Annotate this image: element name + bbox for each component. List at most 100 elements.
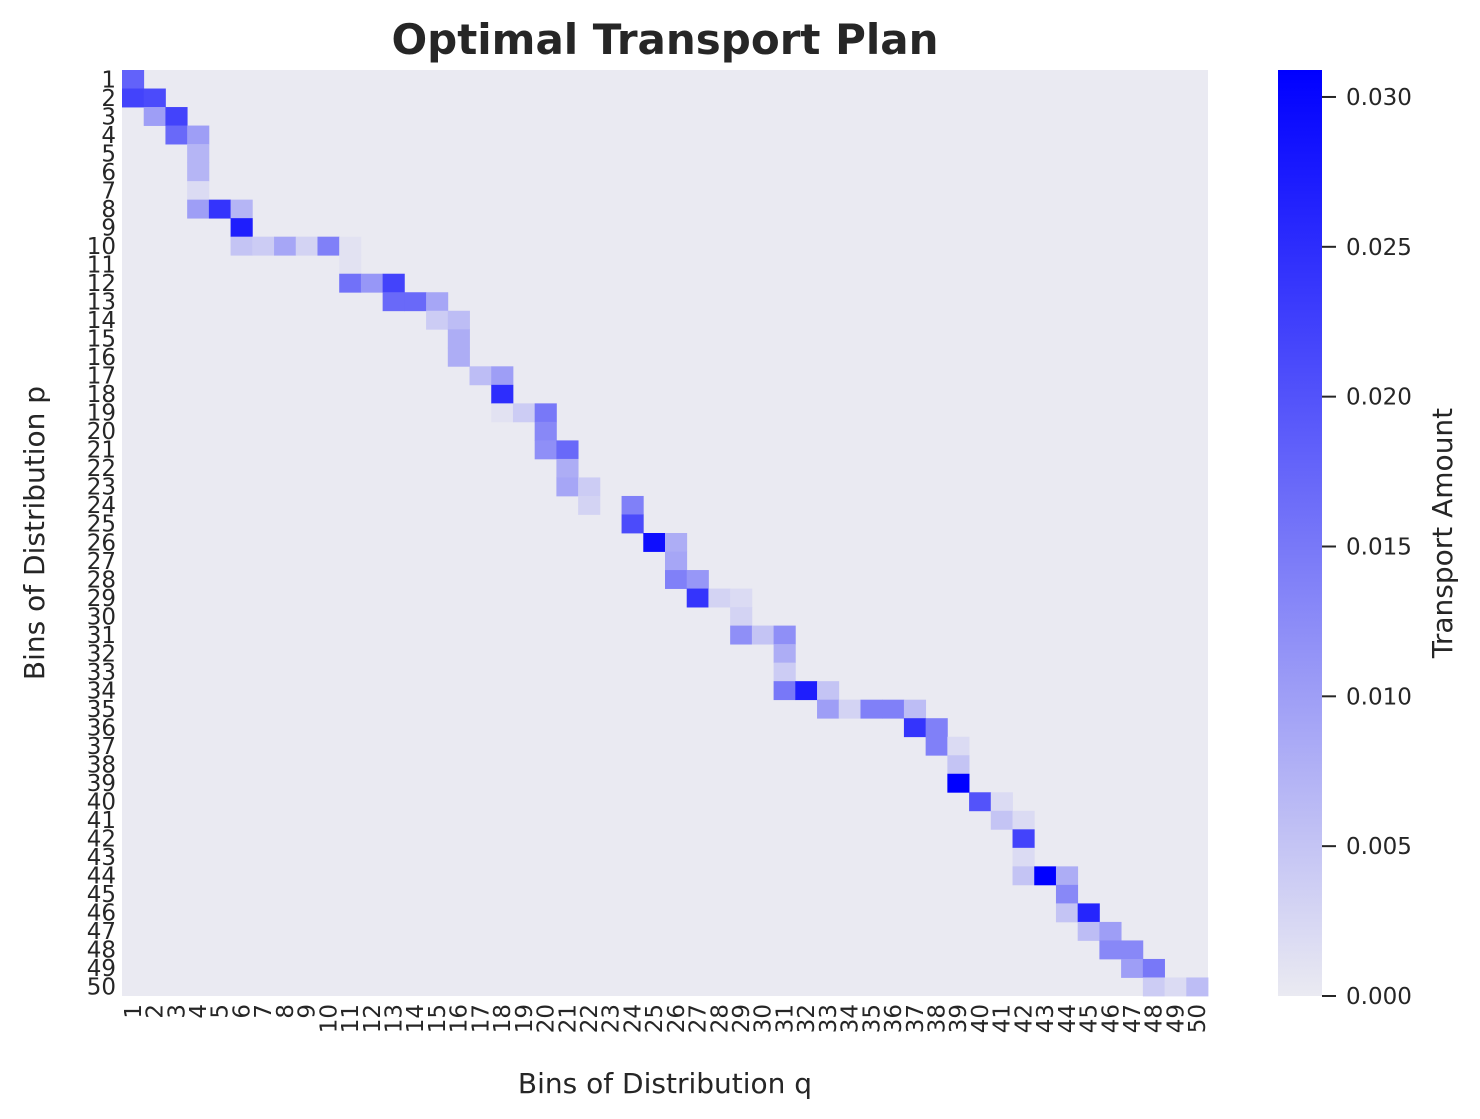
colorbar-tick-label: 0.015	[1346, 534, 1412, 560]
x-tick-label: 32	[794, 1004, 820, 1033]
heatmap-cell	[187, 125, 210, 145]
heatmap-cell	[773, 681, 796, 701]
x-tick-label: 15	[425, 1004, 451, 1033]
x-tick-label: 35	[859, 1004, 885, 1033]
heatmap-cell	[534, 440, 557, 460]
heatmap-cell	[1099, 940, 1122, 960]
colorbar-tick-label: 0.005	[1346, 834, 1412, 860]
heatmap-cell	[665, 533, 688, 552]
heatmap-cell	[1099, 921, 1122, 941]
heatmap-cell	[1142, 958, 1165, 978]
heatmap-cell	[1055, 903, 1079, 923]
x-tick-label: 7	[251, 1004, 277, 1019]
y-tick-label: 41	[87, 808, 116, 834]
heatmap-cell	[491, 366, 514, 386]
x-tick-label: 5	[208, 1004, 234, 1019]
y-tick-label: 33	[87, 660, 116, 686]
x-tick-label: 48	[1142, 1004, 1168, 1033]
x-tick-label: 43	[1033, 1004, 1059, 1033]
x-tick-label: 14	[403, 1004, 429, 1033]
y-tick-label: 48	[87, 938, 116, 964]
y-tick-label: 7	[101, 178, 116, 204]
y-tick-label: 2	[101, 86, 116, 112]
x-tick-label: 12	[360, 1004, 386, 1033]
heatmap-cell	[230, 236, 253, 256]
y-tick-label: 38	[87, 753, 116, 779]
y-tick-label: 26	[87, 530, 116, 556]
x-tick-label: 45	[1077, 1004, 1103, 1033]
x-tick-label: 34	[838, 1004, 864, 1033]
x-tick-label: 10	[316, 1004, 342, 1033]
colorbar-tick-label: 0.030	[1346, 85, 1412, 111]
x-tick-label: 42	[1011, 1004, 1037, 1033]
y-tick-label: 50	[87, 975, 116, 1001]
heatmap-cell	[578, 477, 601, 497]
heatmap-cell	[339, 255, 362, 275]
y-tick-label: 15	[87, 327, 116, 353]
y-tick-label: 30	[87, 604, 116, 630]
x-tick-label: 1	[121, 1004, 147, 1019]
heatmap-cell	[534, 403, 557, 423]
heatmap-cell	[187, 162, 210, 182]
y-tick-label: 28	[87, 567, 116, 593]
heatmap-cell	[947, 755, 970, 775]
y-tick-label: 34	[87, 678, 116, 704]
heatmap-cell	[643, 533, 666, 552]
heatmap-cell	[990, 792, 1013, 812]
heatmap-cell	[686, 570, 709, 589]
heatmap-cell	[903, 699, 927, 719]
heatmap-cell	[1077, 903, 1100, 923]
x-tick-label: 24	[620, 1004, 646, 1033]
x-tick-label: 23	[599, 1004, 625, 1033]
x-tick-label: 26	[664, 1004, 690, 1033]
y-tick-label: 46	[87, 901, 116, 927]
y-tick-label: 12	[87, 271, 116, 297]
heatmap-cell	[447, 310, 470, 330]
heatmap-cell	[447, 329, 470, 349]
x-tick-label: 29	[729, 1004, 755, 1033]
x-tick-label: 25	[642, 1004, 668, 1033]
y-tick-label: 24	[87, 493, 116, 519]
heatmap-cell	[1034, 866, 1057, 886]
heatmap-cell	[534, 421, 557, 441]
y-tick-label: 18	[87, 382, 116, 408]
y-tick-label: 21	[87, 438, 116, 464]
heatmap-cell	[426, 292, 449, 312]
heatmap-cell	[925, 718, 948, 738]
y-tick-label: 8	[101, 197, 116, 223]
heatmap-cell	[230, 199, 253, 219]
heatmap-cell	[426, 310, 449, 330]
x-tick-label: 16	[447, 1004, 473, 1033]
y-axis-label: Bins of Distribution p	[18, 386, 51, 680]
heatmap-cell	[947, 773, 970, 793]
x-tick-label: 8	[273, 1004, 299, 1019]
x-tick-label: 31	[772, 1004, 798, 1033]
heatmap-cell	[730, 607, 753, 626]
heatmap-cell	[773, 644, 796, 664]
heatmap-cells	[122, 70, 1209, 997]
heatmap-cell	[165, 125, 188, 145]
heatmap-cell	[252, 236, 275, 256]
heatmap-cell	[817, 681, 840, 701]
y-tick-label: 13	[87, 290, 116, 316]
x-tick-label: 36	[881, 1004, 907, 1033]
heatmap-cell	[730, 588, 753, 608]
heatmap-cell	[882, 699, 905, 719]
x-tick-label: 19	[512, 1004, 538, 1033]
heatmap-cell	[838, 699, 861, 719]
heatmap-cell	[208, 199, 231, 219]
heatmap-cell	[621, 495, 644, 515]
x-tick-label: 28	[707, 1004, 733, 1033]
y-tick-label: 20	[87, 419, 116, 445]
chart-title: Optimal Transport Plan	[391, 15, 938, 64]
colorbar-label: Transport Amount	[1426, 408, 1459, 659]
y-tick-label: 3	[101, 104, 116, 130]
heatmap-cell	[556, 477, 579, 497]
heatmap-cell	[578, 495, 601, 515]
y-tick-label: 35	[87, 697, 116, 723]
y-tick-label: 14	[87, 308, 116, 334]
x-tick-label: 2	[143, 1004, 169, 1019]
heatmap-cell	[1186, 977, 1209, 997]
x-tick-label: 4	[186, 1004, 212, 1019]
x-tick-label: 39	[946, 1004, 972, 1033]
